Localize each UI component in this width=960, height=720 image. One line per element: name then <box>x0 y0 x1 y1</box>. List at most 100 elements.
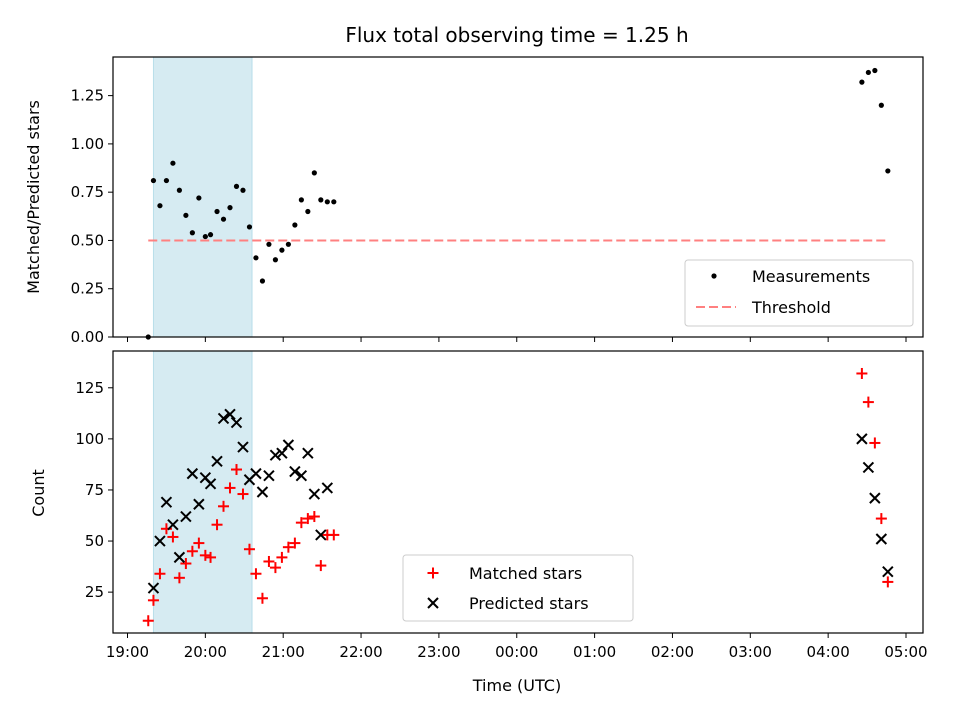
x-axis-label: Time (UTC) <box>472 676 561 695</box>
measurement-point <box>318 197 324 203</box>
matched-star-point <box>199 549 211 561</box>
matched-star-point <box>167 531 179 543</box>
cross-stroke <box>321 482 334 494</box>
shaded-observing-window <box>152 350 253 634</box>
count-plot-area: 25 50 75 100 125 19:00 20:00 21:00 22:00 23:00 00:… <box>75 350 928 661</box>
x-tick-label: 20:00 <box>184 643 227 661</box>
measurement-point <box>292 222 298 228</box>
measurement-point <box>163 177 170 184</box>
measurement-point <box>207 232 214 238</box>
matched-star-point <box>282 541 294 553</box>
measurement-point <box>233 183 240 189</box>
legend-label-predicted: Predicted stars <box>469 594 589 613</box>
predicted-star-point <box>217 412 230 425</box>
x-tick-label: 05:00 <box>884 643 927 661</box>
cross-stroke <box>315 529 327 541</box>
y-axis-label-count: Count <box>29 469 48 517</box>
x-tick-label: 04:00 <box>807 643 850 661</box>
predicted-star-point <box>154 535 166 547</box>
predicted-star-point <box>315 529 327 541</box>
measurement-point <box>272 257 279 263</box>
cross-stroke <box>186 467 199 480</box>
cross-stroke <box>869 492 881 504</box>
measurement-point <box>305 208 311 215</box>
y-tick-label: 1.25 <box>71 87 104 105</box>
matched-star-point <box>224 482 236 494</box>
matched-star-point <box>211 519 223 531</box>
matched-star-point <box>295 517 307 529</box>
legend-marker-matched <box>427 567 439 579</box>
measurement-point <box>183 212 189 218</box>
matched-star-point <box>856 367 868 379</box>
cross-stroke <box>295 469 308 482</box>
cross-stroke <box>154 535 166 547</box>
y-tick-label: 50 <box>85 532 104 550</box>
measurement-point <box>246 224 253 230</box>
measurement-point <box>253 255 259 261</box>
measurement-point <box>324 199 330 205</box>
predicted-star-point <box>173 551 186 564</box>
cross-stroke <box>862 461 875 474</box>
predicted-star-point <box>321 482 334 494</box>
matched-star-point <box>869 437 881 449</box>
predicted-star-point <box>167 518 179 531</box>
predicted-star-point <box>869 492 881 504</box>
measurement-point <box>311 170 317 176</box>
measurement-point <box>202 233 208 240</box>
measurement-point <box>220 216 227 222</box>
predicted-star-point <box>160 496 173 508</box>
matched-star-point <box>243 543 255 555</box>
matched-star-point <box>237 488 249 500</box>
y-tick-label: 25 <box>85 583 104 601</box>
measurement-point <box>331 199 337 205</box>
cross-stroke <box>289 465 301 478</box>
measurement-point <box>189 230 195 236</box>
predicted-star-point <box>211 455 223 468</box>
measurement-point <box>885 168 891 174</box>
matched-star-point <box>315 560 327 572</box>
predicted-star-point <box>282 439 295 451</box>
measurement-point <box>279 247 285 253</box>
matched-star-point <box>218 500 230 512</box>
measurement-point <box>170 160 176 166</box>
cross-stroke <box>308 488 321 500</box>
cross-stroke <box>302 447 314 459</box>
predicted-star-point <box>882 565 894 578</box>
measurement-point <box>878 102 884 108</box>
legend-marker-measurements <box>711 273 717 279</box>
predicted-star-point <box>862 461 875 474</box>
y-tick-label: 0.00 <box>71 328 104 346</box>
cross-stroke <box>856 433 868 445</box>
matched-star-point <box>862 396 874 408</box>
y-tick-label: 0.50 <box>71 231 104 249</box>
cross-stroke <box>167 518 179 531</box>
matched-star-point <box>154 568 166 580</box>
matched-star-point <box>256 592 268 604</box>
predicted-star-point <box>180 510 192 523</box>
legend-label-matched: Matched stars <box>469 564 582 583</box>
cross-stroke <box>199 471 212 484</box>
chart-title: Flux total observing time = 1.25 h <box>345 23 688 47</box>
matched-star-point <box>180 558 192 570</box>
cross-stroke <box>230 416 243 429</box>
predicted-star-point <box>308 488 321 500</box>
legend-label-threshold: Threshold <box>751 298 831 317</box>
cross-stroke <box>276 447 288 459</box>
legend-marker-predicted <box>427 597 439 609</box>
measurement-point <box>259 278 266 284</box>
y-tick-label: 75 <box>85 481 104 499</box>
predicted-star-point <box>276 447 288 459</box>
matched-star-point <box>289 537 301 549</box>
cross-stroke <box>217 412 230 425</box>
predicted-star-point <box>147 582 160 594</box>
legend-box <box>684 259 914 327</box>
measurement-point <box>298 197 304 203</box>
cross-stroke <box>250 467 262 480</box>
predicted-star-point <box>237 441 249 453</box>
predicted-star-point <box>295 469 308 482</box>
predicted-star-point <box>263 469 275 482</box>
measurement-point <box>176 187 182 193</box>
matched-star-point <box>302 513 314 525</box>
